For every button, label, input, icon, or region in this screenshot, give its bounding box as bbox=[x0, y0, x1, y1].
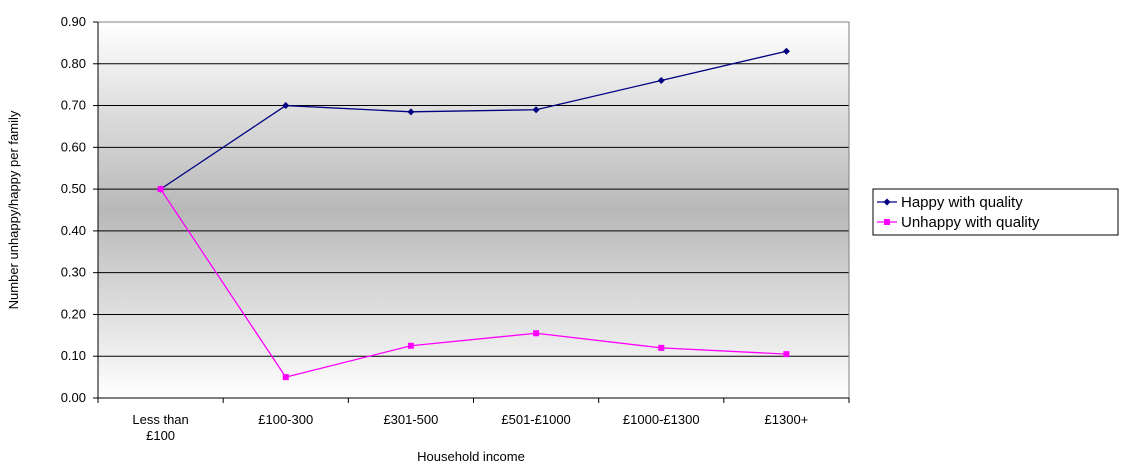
x-tick-label: £100-300 bbox=[258, 412, 313, 427]
y-tick-label: 0.70 bbox=[61, 98, 86, 113]
y-tick-label: 0.00 bbox=[61, 390, 86, 405]
x-tick-label: Less than bbox=[132, 412, 188, 427]
y-axis-title: Number unhappy/happy per family bbox=[6, 110, 21, 309]
legend-marker bbox=[884, 219, 890, 225]
y-tick-label: 0.90 bbox=[61, 14, 86, 29]
series-line bbox=[160, 188, 787, 378]
x-tick-label: £301-500 bbox=[383, 412, 438, 427]
data-point bbox=[157, 186, 164, 193]
data-point bbox=[282, 102, 290, 110]
y-tick-label: 0.60 bbox=[61, 139, 86, 154]
data-point bbox=[533, 330, 540, 337]
x-tick-label: £1000-£1300 bbox=[623, 412, 700, 427]
data-point bbox=[657, 76, 665, 84]
data-point bbox=[407, 342, 414, 349]
y-tick-label: 0.50 bbox=[61, 181, 86, 196]
y-tick-label: 0.30 bbox=[61, 265, 86, 280]
y-tick-label: 0.40 bbox=[61, 223, 86, 238]
legend-box bbox=[872, 188, 1119, 236]
x-tick-label: £501-£1000 bbox=[501, 412, 570, 427]
legend-label: Happy with quality bbox=[901, 194, 1023, 211]
data-point bbox=[407, 108, 415, 116]
x-axis-title: Household income bbox=[417, 449, 525, 464]
data-point bbox=[783, 351, 790, 358]
x-tick-label: £1300+ bbox=[765, 412, 809, 427]
y-tick-label: 0.10 bbox=[61, 348, 86, 363]
x-tick-label: £100 bbox=[146, 428, 175, 443]
legend-marker bbox=[883, 198, 891, 206]
data-point bbox=[782, 47, 790, 55]
series-line bbox=[160, 50, 787, 190]
data-point bbox=[532, 106, 540, 114]
y-tick-label: 0.80 bbox=[61, 56, 86, 71]
plot-area bbox=[98, 22, 849, 398]
legend-label: Unhappy with quality bbox=[901, 214, 1040, 231]
data-point bbox=[658, 344, 665, 351]
data-point bbox=[282, 374, 289, 381]
y-tick-label: 0.20 bbox=[61, 306, 86, 321]
